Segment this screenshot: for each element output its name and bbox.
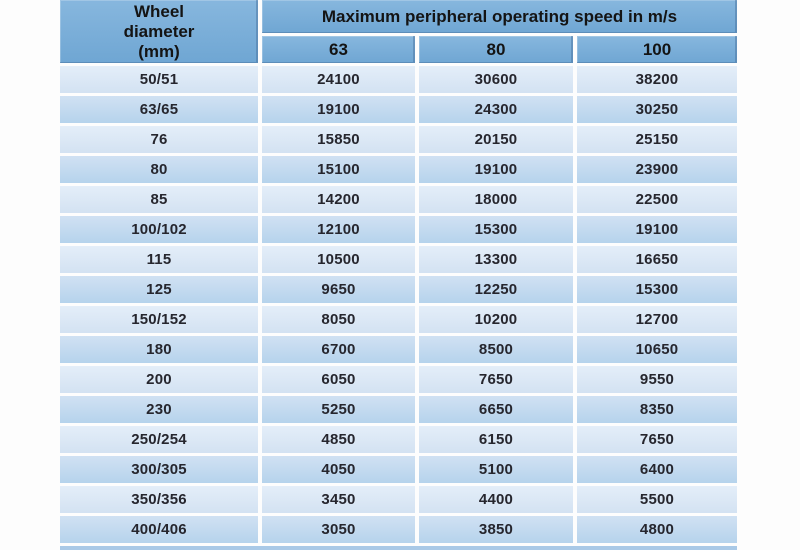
wheel-diameter-cell: 350/356 [60,486,258,513]
speed-value-cell: 13300 [419,246,573,273]
speed-value-cell: 8050 [262,306,415,333]
speed-value-cell: 4800 [577,516,737,543]
speed-value-cell: 23900 [577,156,737,183]
speed-value-cell: 38200 [577,66,737,93]
speed-value-cell: 30250 [577,96,737,123]
speed-value-cell: 16650 [577,246,737,273]
table-bottom-strip [60,546,737,550]
speed-value-cell: 15300 [577,276,737,303]
wheel-diameter-cell: 100/102 [60,216,258,243]
speed-value-cell: 15100 [262,156,415,183]
speed-value-cell: 24300 [419,96,573,123]
speed-value-cell: 19100 [419,156,573,183]
speed-column-header-63: 63 [262,36,415,63]
speed-value-cell: 4400 [419,486,573,513]
speed-value-cell: 6400 [577,456,737,483]
wheel-diameter-cell: 63/65 [60,96,258,123]
speed-value-cell: 19100 [577,216,737,243]
speed-value-cell: 30600 [419,66,573,93]
wheel-diameter-cell: 50/51 [60,66,258,93]
speed-value-cell: 6700 [262,336,415,363]
speed-value-cell: 12100 [262,216,415,243]
speed-column-header-100: 100 [577,36,737,63]
speed-value-cell: 10650 [577,336,737,363]
speed-value-cell: 12700 [577,306,737,333]
speed-value-cell: 25150 [577,126,737,153]
speed-value-cell: 22500 [577,186,737,213]
speed-value-cell: 10200 [419,306,573,333]
speed-value-cell: 3050 [262,516,415,543]
speed-value-cell: 4050 [262,456,415,483]
speed-value-cell: 20150 [419,126,573,153]
speed-table-wrap: Wheel diameter (mm) Maximum peripheral o… [60,0,737,550]
speed-value-cell: 18000 [419,186,573,213]
speed-value-cell: 8500 [419,336,573,363]
speed-value-cell: 15300 [419,216,573,243]
speed-value-cell: 9650 [262,276,415,303]
speed-table: Wheel diameter (mm) Maximum peripheral o… [60,0,737,543]
speed-column-header-80: 80 [419,36,573,63]
speed-value-cell: 5250 [262,396,415,423]
wheel-diameter-cell: 180 [60,336,258,363]
speed-value-cell: 7650 [577,426,737,453]
wheel-diameter-cell: 400/406 [60,516,258,543]
speed-value-cell: 8350 [577,396,737,423]
speed-value-cell: 10500 [262,246,415,273]
group-header-max-speed: Maximum peripheral operating speed in m/… [262,0,737,33]
speed-value-cell: 14200 [262,186,415,213]
wheel-diameter-cell: 115 [60,246,258,273]
speed-value-cell: 9550 [577,366,737,393]
wheel-diameter-header: Wheel diameter (mm) [60,0,258,63]
speed-value-cell: 5500 [577,486,737,513]
speed-value-cell: 6150 [419,426,573,453]
speed-value-cell: 3850 [419,516,573,543]
speed-value-cell: 3450 [262,486,415,513]
speed-value-cell: 6650 [419,396,573,423]
wheel-diameter-cell: 250/254 [60,426,258,453]
wheel-diameter-cell: 200 [60,366,258,393]
wheel-diameter-cell: 80 [60,156,258,183]
speed-value-cell: 24100 [262,66,415,93]
speed-value-cell: 12250 [419,276,573,303]
speed-value-cell: 6050 [262,366,415,393]
wheel-diameter-cell: 150/152 [60,306,258,333]
speed-value-cell: 15850 [262,126,415,153]
speed-value-cell: 19100 [262,96,415,123]
wheel-diameter-cell: 85 [60,186,258,213]
wheel-diameter-cell: 300/305 [60,456,258,483]
speed-value-cell: 5100 [419,456,573,483]
speed-value-cell: 7650 [419,366,573,393]
wheel-diameter-cell: 230 [60,396,258,423]
wheel-diameter-cell: 125 [60,276,258,303]
speed-value-cell: 4850 [262,426,415,453]
wheel-diameter-cell: 76 [60,126,258,153]
